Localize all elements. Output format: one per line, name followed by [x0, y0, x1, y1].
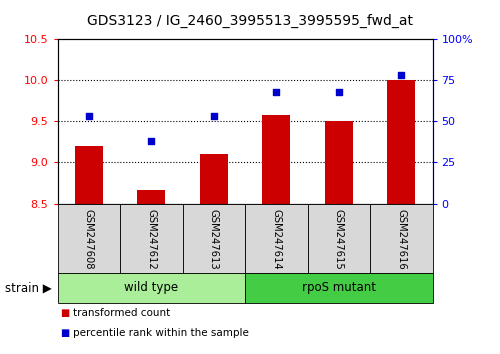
Point — [272, 89, 280, 95]
Text: GSM247615: GSM247615 — [334, 209, 344, 270]
Bar — [324, 121, 353, 204]
Text: ■: ■ — [60, 328, 69, 338]
Bar — [182, 204, 245, 273]
Text: rpoS mutant: rpoS mutant — [302, 281, 376, 294]
Bar — [200, 154, 228, 204]
Text: GDS3123 / IG_2460_3995513_3995595_fwd_at: GDS3123 / IG_2460_3995513_3995595_fwd_at — [87, 14, 413, 28]
Bar — [58, 273, 245, 303]
Point — [397, 72, 405, 78]
Text: percentile rank within the sample: percentile rank within the sample — [72, 328, 248, 338]
Bar — [387, 80, 416, 204]
Point — [335, 89, 343, 95]
Bar — [370, 204, 432, 273]
Text: transformed count: transformed count — [72, 308, 170, 318]
Text: GSM247614: GSM247614 — [271, 209, 281, 270]
Bar — [137, 189, 166, 204]
Bar — [245, 204, 308, 273]
Bar — [58, 204, 120, 273]
Text: GSM247616: GSM247616 — [396, 209, 406, 270]
Point — [210, 114, 218, 119]
Text: strain ▶: strain ▶ — [5, 281, 52, 294]
Bar — [262, 115, 290, 204]
Bar — [74, 146, 103, 204]
Bar — [120, 204, 182, 273]
Point — [84, 114, 93, 119]
Text: GSM247612: GSM247612 — [146, 209, 156, 270]
Bar — [308, 204, 370, 273]
Text: GSM247613: GSM247613 — [209, 209, 219, 270]
Text: GSM247608: GSM247608 — [84, 209, 94, 270]
Text: wild type: wild type — [124, 281, 178, 294]
Point — [147, 138, 155, 144]
Bar — [245, 273, 432, 303]
Text: ■: ■ — [60, 308, 69, 318]
